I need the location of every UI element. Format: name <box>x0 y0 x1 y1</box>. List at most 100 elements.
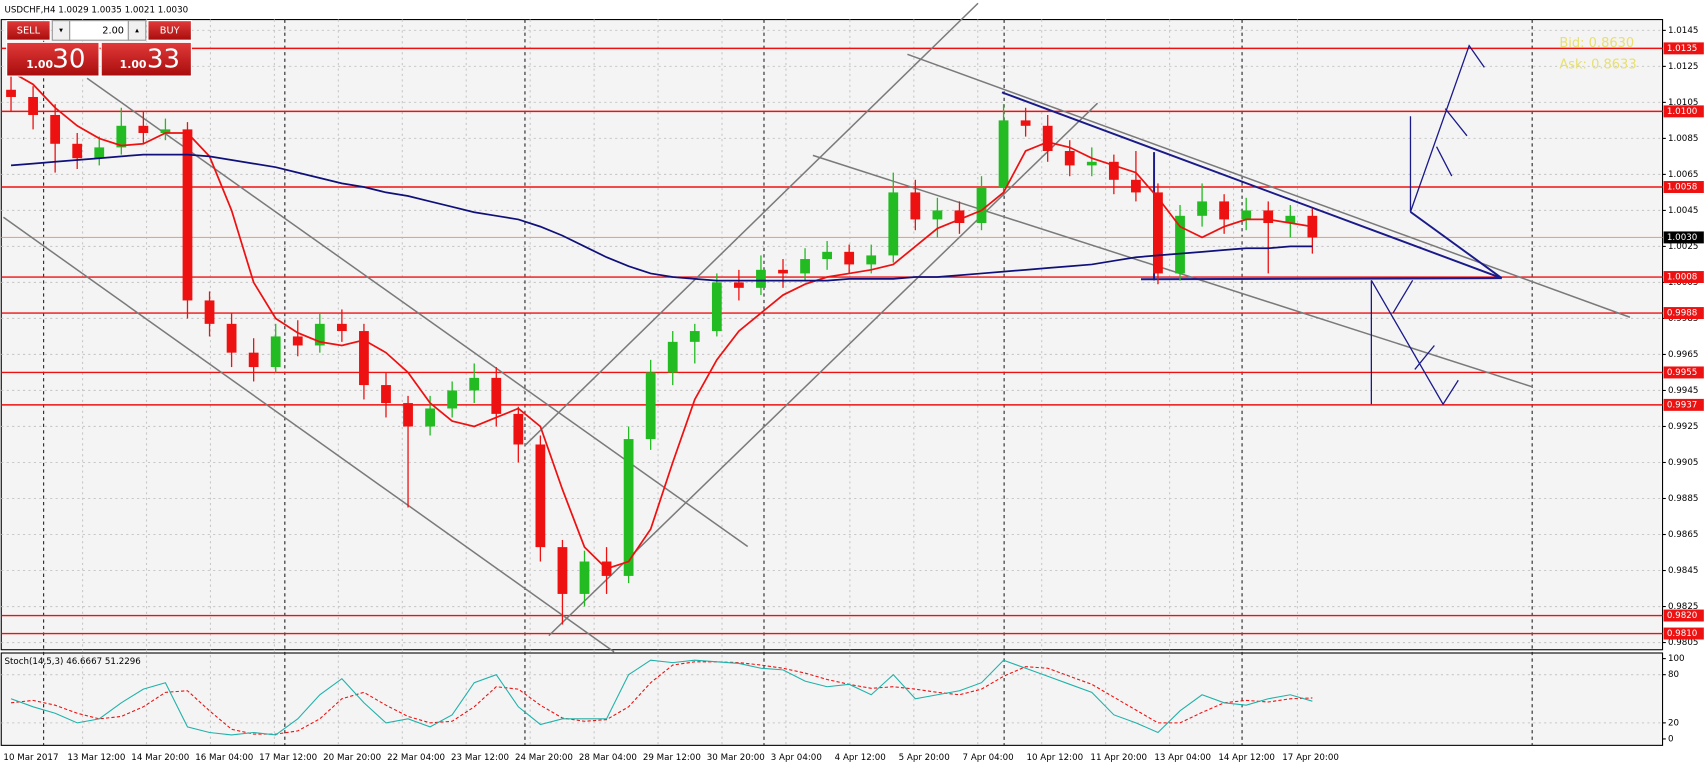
level-label: 1.0100 <box>1667 107 1697 117</box>
x-tick-label: 3 Apr 04:00 <box>771 753 822 763</box>
grid <box>1 19 1663 746</box>
candle-body <box>1197 201 1207 216</box>
indicator-tick-label: 100 <box>1668 654 1685 664</box>
x-tick-label: 11 Apr 20:00 <box>1090 753 1147 763</box>
y-tick-label: 1.0085 <box>1668 134 1698 144</box>
x-tick-label: 20 Mar 20:00 <box>323 753 381 763</box>
channel-line <box>2 216 615 653</box>
current-price-box <box>1663 231 1704 244</box>
axes: 1.0145 1.0125 1.0105 1.0085 1.0065 1.0045 1.00… <box>3 26 1704 763</box>
channel-line <box>524 2 979 447</box>
level-label: 0.9955 <box>1667 368 1697 378</box>
bid-quote: Bid: 0.8630 <box>1559 36 1634 51</box>
lot-down-arrow: ▾ <box>59 25 63 34</box>
projection-path <box>1414 345 1435 370</box>
buy-price-big: 33 <box>147 44 180 74</box>
candle-body <box>182 129 193 301</box>
candle-body <box>667 341 678 373</box>
x-tick-label: 14 Apr 12:00 <box>1218 753 1275 763</box>
x-tick-label: 23 Mar 12:00 <box>451 753 509 763</box>
projection-path <box>1444 108 1468 137</box>
candle-body <box>1263 210 1274 224</box>
y-tick-label: 0.9845 <box>1668 566 1698 576</box>
candle-body <box>1131 179 1141 193</box>
indicator-title: Stoch(14,5,3) 46.6667 51.2296 <box>5 657 141 667</box>
candle-body <box>579 561 590 594</box>
y-tick-label: 0.9825 <box>1668 602 1698 612</box>
y-tick-label: 1.0125 <box>1668 62 1698 72</box>
candle-body <box>1219 201 1230 220</box>
candle-body <box>314 323 325 346</box>
candle-body <box>1108 161 1119 180</box>
candle-body <box>822 251 833 260</box>
channel-line <box>86 77 749 548</box>
ask-quote: Ask: 0.8633 <box>1559 58 1636 73</box>
indicator-tick-label: 20 <box>1668 718 1679 728</box>
y-tick-label: 1.0105 <box>1668 98 1698 108</box>
stoch-main <box>10 659 1313 736</box>
candle-body <box>447 390 458 409</box>
level-label: 1.0135 <box>1667 44 1697 54</box>
level-label-box <box>1663 627 1704 640</box>
candle-body <box>50 114 61 144</box>
candle-body <box>160 129 171 133</box>
candle-body <box>491 377 502 414</box>
y-tick-label: 1.0065 <box>1668 170 1698 180</box>
candle-body <box>1042 125 1053 151</box>
y-tick-label: 1.0045 <box>1668 206 1698 216</box>
candle-body <box>138 125 149 133</box>
candle-body <box>734 282 744 288</box>
candle-body <box>910 192 921 220</box>
drawings <box>2 2 1631 653</box>
candle-body <box>689 331 700 342</box>
candle-body <box>623 439 634 576</box>
candle-body <box>557 547 568 594</box>
levels <box>1 47 1663 635</box>
candle-body <box>645 372 656 440</box>
candle-body <box>1153 192 1163 274</box>
buy-button[interactable] <box>147 20 192 41</box>
candle-body <box>888 192 899 256</box>
stoch-signal <box>10 661 1313 735</box>
sell-button[interactable] <box>6 20 51 41</box>
candle-body <box>72 143 83 159</box>
x-tick-label: 10 Mar 2017 <box>3 753 58 763</box>
candle-body <box>6 89 16 97</box>
current-price-label: 1.0030 <box>1667 233 1697 243</box>
trade-panel: SELL ▾ 2.00 ▴ BUY 1.00 30 1.00 33 <box>6 20 192 77</box>
candle-body <box>535 444 546 548</box>
candle-body <box>116 125 127 148</box>
level-label-box <box>1663 42 1704 55</box>
y-tick-label: 1.0025 <box>1668 242 1698 252</box>
candle-body <box>359 331 369 386</box>
buy-label: BUY <box>160 25 180 36</box>
sell-label: SELL <box>17 25 41 36</box>
triangle-line <box>1141 277 1502 281</box>
x-tick-label: 17 Apr 20:00 <box>1282 753 1339 763</box>
level-label-box <box>1663 398 1704 411</box>
moving-averages <box>10 71 1313 736</box>
x-tick-label: 16 Mar 04:00 <box>195 753 253 763</box>
candle-body <box>381 385 391 404</box>
candle-body <box>976 187 987 224</box>
sell-price-box[interactable] <box>6 41 100 77</box>
y-tick-label: 0.9945 <box>1668 386 1698 396</box>
candle-body <box>94 147 105 159</box>
projection-path <box>1435 146 1453 177</box>
x-tick-label: 4 Apr 12:00 <box>835 753 886 763</box>
candle-body <box>954 210 965 224</box>
candle-body <box>1241 210 1252 220</box>
x-tick-label: 13 Mar 12:00 <box>67 753 125 763</box>
indicator-tick-label: 0 <box>1668 734 1674 744</box>
level-label: 1.0008 <box>1667 273 1697 283</box>
x-tick-label: 17 Mar 12:00 <box>259 753 317 763</box>
channel-line <box>812 154 1533 388</box>
candle-body <box>1086 161 1097 166</box>
candle-body <box>425 408 435 427</box>
lot-up[interactable] <box>127 20 147 41</box>
x-tick-label: 30 Mar 20:00 <box>707 753 765 763</box>
buy-price-box[interactable] <box>100 41 192 77</box>
x-tick-label: 24 Mar 20:00 <box>515 753 573 763</box>
